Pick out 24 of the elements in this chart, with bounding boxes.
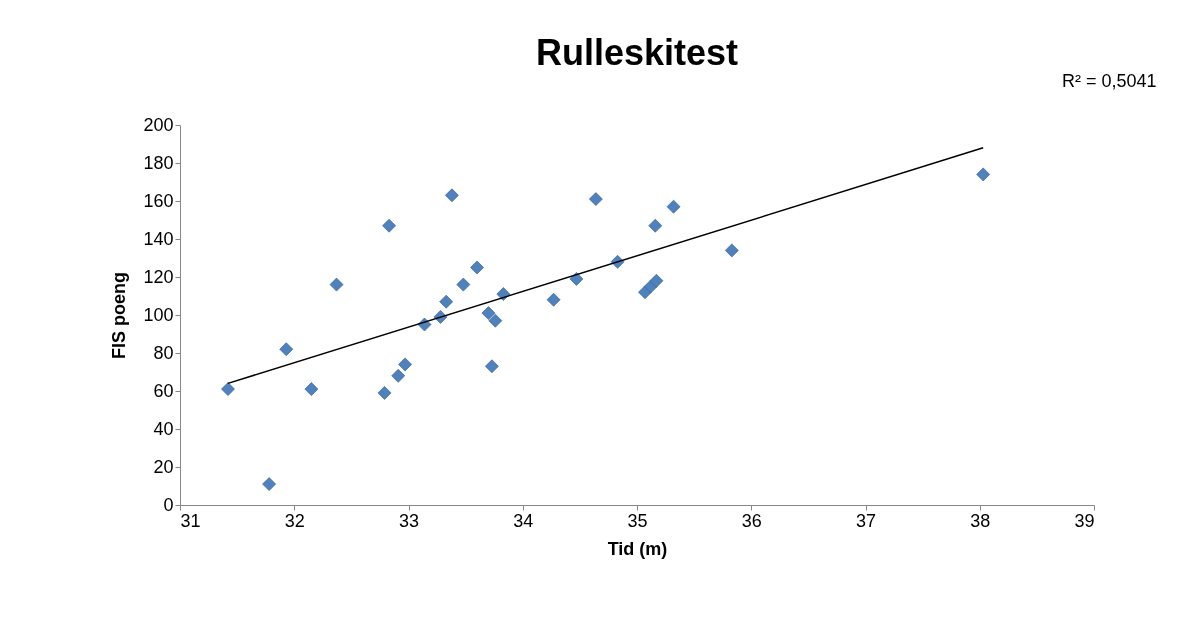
y-tick-label: 160 (143, 190, 174, 211)
y-tick-label: 60 (153, 380, 174, 401)
x-tick-label: 31 (180, 510, 201, 531)
y-tick-label: 180 (143, 152, 174, 173)
chart-title: Rulleskitest (535, 32, 739, 73)
x-tick-label: 36 (741, 510, 762, 531)
x-axis-title: Tid (m) (607, 538, 668, 559)
y-tick-label: 80 (153, 342, 174, 363)
y-tick-label: 0 (163, 494, 174, 515)
y-tick-label: 20 (153, 456, 174, 477)
y-tick-label: 100 (143, 304, 174, 325)
x-tick-label: 33 (398, 510, 420, 531)
y-axis-title: FIS poeng (109, 272, 130, 359)
y-tick-label: 200 (143, 114, 174, 135)
text: R² = 0,5041 (1062, 71, 1157, 91)
y-tick-label: 40 (153, 418, 174, 439)
x-tick-label: 32 (284, 510, 305, 531)
x-tick-label: 39 (1074, 510, 1095, 531)
x-tick-label: 38 (970, 510, 991, 531)
y-tick-label: 140 (143, 228, 174, 249)
x-tick-label: 37 (855, 510, 877, 531)
y-tick-label: 120 (143, 266, 174, 287)
x-tick-label: 35 (627, 510, 648, 531)
x-tick-label: 34 (513, 510, 534, 531)
